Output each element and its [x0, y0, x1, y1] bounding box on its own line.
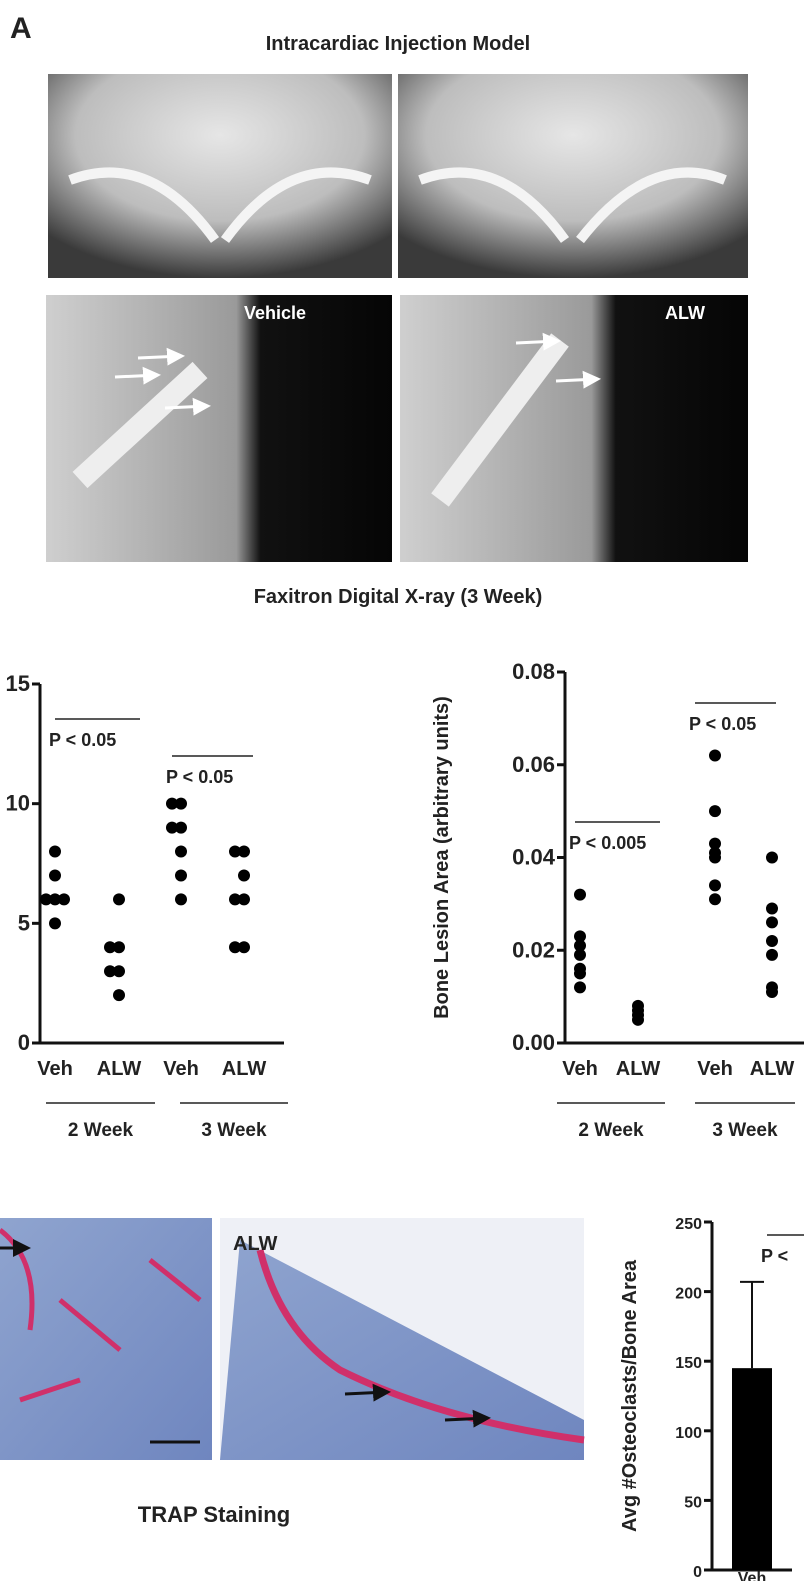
dot — [766, 985, 778, 998]
x-tick-label: ALW — [222, 1058, 267, 1080]
dot — [229, 941, 241, 954]
x-tick-label: ALW — [616, 1058, 661, 1080]
y-tick-label: 0.06 — [512, 752, 555, 777]
dot — [574, 939, 586, 952]
x-tick-label: Veh — [697, 1058, 733, 1080]
dot — [574, 948, 586, 961]
dot — [166, 821, 178, 834]
dot — [238, 941, 250, 954]
dot — [766, 916, 778, 929]
y-tick-label: 0 — [18, 1030, 30, 1055]
dot — [238, 893, 250, 906]
y-tick-label: 150 — [675, 1355, 702, 1372]
dot — [574, 888, 586, 901]
dot — [175, 893, 187, 906]
y-tick-label: 0.08 — [512, 659, 555, 684]
xray-label: ALW — [665, 303, 705, 323]
histology-caption: TRAP Staining — [138, 1502, 290, 1527]
dot — [175, 845, 187, 858]
dot — [766, 948, 778, 961]
group-label: 2 Week — [68, 1120, 134, 1141]
y-tick-label: 0.02 — [512, 937, 555, 962]
group-label: 3 Week — [712, 1120, 778, 1141]
panel-label: A — [10, 12, 32, 45]
group-label: 2 Week — [578, 1120, 644, 1141]
y-tick-label: 15 — [6, 671, 30, 696]
dot — [766, 934, 778, 947]
dot — [574, 930, 586, 943]
y-tick-label: 100 — [675, 1425, 702, 1442]
x-tick-label: Veh — [163, 1058, 199, 1080]
y-tick-label: 250 — [675, 1216, 702, 1233]
dot — [175, 821, 187, 834]
dot — [104, 965, 116, 978]
dot — [709, 879, 721, 892]
dot — [229, 893, 241, 906]
histology-images — [0, 1218, 585, 1460]
dot — [113, 893, 125, 906]
y-axis-label: Bone Lesion Area (arbitrary units) — [431, 696, 453, 1019]
histology-label: ALW — [233, 1233, 278, 1255]
dot — [709, 851, 721, 864]
dot — [40, 893, 52, 906]
dot — [49, 869, 61, 882]
dot — [175, 797, 187, 810]
dot — [113, 989, 125, 1002]
xray-images — [46, 74, 748, 562]
y-tick-label: 5 — [18, 910, 30, 935]
dot — [49, 845, 61, 858]
annotation: P < 0.05 — [166, 767, 233, 787]
dot — [766, 851, 778, 864]
dot — [238, 845, 250, 858]
dot — [49, 893, 61, 906]
dot — [113, 965, 125, 978]
dot — [113, 941, 125, 954]
x-tick-label: ALW — [750, 1058, 795, 1080]
bar — [732, 1368, 772, 1570]
annotation: P < 0.05 — [689, 714, 756, 734]
dot — [709, 805, 721, 818]
y-tick-label: 0.04 — [512, 845, 556, 870]
dot — [632, 1013, 644, 1026]
x-tick-label: ALW — [97, 1058, 142, 1080]
group-label: 3 Week — [201, 1120, 267, 1141]
dot — [766, 902, 778, 915]
dot — [229, 845, 241, 858]
figure-title: Intracardiac Injection Model — [266, 33, 531, 55]
xray-caption: Faxitron Digital X-ray (3 Week) — [254, 586, 543, 608]
y-tick-label: 10 — [6, 791, 30, 816]
y-tick-label: 0.00 — [512, 1030, 555, 1055]
dot — [574, 981, 586, 994]
dot — [709, 749, 721, 762]
xray-label: Vehicle — [244, 303, 306, 323]
dot — [175, 869, 187, 882]
x-tick-label: Veh — [37, 1058, 73, 1080]
dot — [49, 917, 61, 930]
dot — [104, 941, 116, 954]
x-tick-label: Veh — [562, 1058, 598, 1080]
y-axis-label: Avg #Osteoclasts/Bone Area — [619, 1259, 641, 1532]
dot — [574, 967, 586, 980]
dot — [709, 837, 721, 850]
dot — [166, 797, 178, 810]
y-tick-label: 200 — [675, 1286, 702, 1303]
annotation: P < 0.005 — [569, 833, 646, 853]
dot — [238, 869, 250, 882]
annotation: P < — [761, 1246, 788, 1266]
dot — [709, 893, 721, 906]
dot — [58, 893, 70, 906]
annotation: P < 0.05 — [49, 730, 116, 750]
y-tick-label: 0 — [693, 1564, 702, 1581]
y-tick-label: 50 — [684, 1494, 702, 1511]
x-tick-label: Veh — [738, 1570, 766, 1581]
